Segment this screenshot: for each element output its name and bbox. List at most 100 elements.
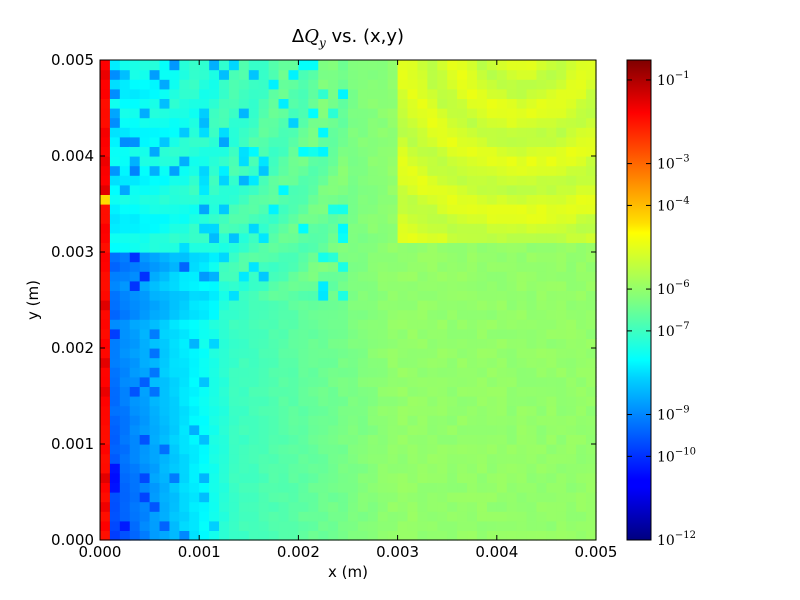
heatmap-cell bbox=[387, 204, 399, 215]
heatmap-cell bbox=[179, 98, 190, 109]
heatmap-cell bbox=[387, 501, 399, 512]
heatmap-cell bbox=[238, 367, 250, 378]
heatmap-cell bbox=[189, 511, 200, 522]
heatmap-cell bbox=[119, 280, 131, 291]
heatmap-cell bbox=[437, 175, 448, 186]
heatmap-cell bbox=[417, 424, 428, 435]
heatmap-cell bbox=[129, 386, 141, 397]
heatmap-cell bbox=[139, 444, 151, 455]
heatmap-cell bbox=[258, 309, 270, 320]
heatmap-cell bbox=[367, 98, 379, 109]
heatmap-cell bbox=[447, 511, 458, 522]
heatmap-cell bbox=[149, 453, 161, 464]
heatmap-cell bbox=[238, 156, 250, 167]
heatmap-cell bbox=[377, 300, 389, 311]
heatmap-cell bbox=[318, 232, 329, 243]
heatmap-cell bbox=[387, 271, 399, 282]
heatmap-cell bbox=[536, 223, 547, 234]
heatmap-cell bbox=[298, 482, 309, 493]
heatmap-cell bbox=[139, 348, 151, 359]
heatmap-cell bbox=[407, 367, 419, 378]
heatmap-cell bbox=[377, 223, 389, 234]
heatmap-cell bbox=[556, 136, 567, 147]
heatmap-cell bbox=[536, 194, 547, 205]
heatmap-cell bbox=[318, 530, 329, 541]
heatmap-cell bbox=[536, 492, 547, 503]
heatmap-cell bbox=[100, 328, 111, 339]
heatmap-cell bbox=[338, 472, 349, 483]
heatmap-cell bbox=[417, 300, 428, 311]
heatmap-cell bbox=[576, 386, 587, 397]
heatmap-cell bbox=[476, 232, 488, 243]
heatmap-cell bbox=[397, 367, 409, 378]
heatmap-cell bbox=[268, 472, 280, 483]
heatmap-cell bbox=[328, 319, 339, 330]
heatmap-cell bbox=[467, 232, 478, 243]
heatmap-cell bbox=[576, 184, 587, 195]
heatmap-cell bbox=[367, 69, 379, 80]
heatmap-cell bbox=[139, 223, 151, 234]
heatmap-cell bbox=[219, 396, 230, 407]
heatmap-cell bbox=[387, 434, 399, 445]
heatmap-cell bbox=[387, 165, 399, 176]
heatmap-cell bbox=[457, 204, 468, 215]
heatmap-cell bbox=[486, 194, 498, 205]
heatmap-cell bbox=[546, 444, 557, 455]
heatmap-cell bbox=[258, 242, 270, 253]
heatmap-cell bbox=[586, 146, 597, 157]
heatmap-cell bbox=[328, 136, 339, 147]
heatmap-cell bbox=[139, 232, 151, 243]
heatmap-cell bbox=[199, 319, 210, 330]
heatmap-cell bbox=[129, 444, 141, 455]
heatmap-cell bbox=[417, 415, 428, 426]
heatmap-cell bbox=[179, 492, 190, 503]
heatmap-cell bbox=[318, 280, 329, 291]
heatmap-cell bbox=[100, 261, 111, 272]
heatmap-cell bbox=[189, 328, 200, 339]
heatmap-cell bbox=[238, 309, 250, 320]
heatmap-cell bbox=[437, 156, 448, 167]
heatmap-cell bbox=[248, 367, 260, 378]
heatmap-cell bbox=[357, 396, 369, 407]
heatmap-cell bbox=[566, 405, 577, 416]
heatmap-cell bbox=[357, 386, 369, 397]
heatmap-cell bbox=[397, 223, 409, 234]
heatmap-cell bbox=[506, 213, 518, 224]
heatmap-cell bbox=[159, 156, 171, 167]
heatmap-cell bbox=[546, 69, 557, 80]
heatmap-cell bbox=[516, 444, 528, 455]
heatmap-cell bbox=[179, 156, 190, 167]
heatmap-cell bbox=[457, 194, 468, 205]
heatmap-cell bbox=[556, 223, 567, 234]
heatmap-cell bbox=[318, 463, 329, 474]
heatmap-cell bbox=[209, 376, 220, 387]
heatmap-cell bbox=[576, 232, 587, 243]
heatmap-cell bbox=[179, 396, 190, 407]
heatmap-cell bbox=[377, 98, 389, 109]
heatmap-cell bbox=[268, 271, 280, 282]
heatmap-cell bbox=[258, 396, 270, 407]
heatmap-cell bbox=[129, 511, 141, 522]
heatmap-cell bbox=[238, 60, 250, 71]
heatmap-cell bbox=[486, 396, 498, 407]
heatmap-cell bbox=[278, 453, 290, 464]
heatmap-cell bbox=[199, 60, 210, 71]
heatmap-cell bbox=[179, 424, 190, 435]
heatmap-cell bbox=[467, 280, 478, 291]
heatmap-cell bbox=[248, 463, 260, 474]
heatmap-cell bbox=[119, 424, 131, 435]
heatmap-cell bbox=[268, 415, 280, 426]
heatmap-cell bbox=[476, 69, 488, 80]
heatmap-cell bbox=[447, 396, 458, 407]
heatmap-cell bbox=[219, 60, 230, 71]
heatmap-cell bbox=[516, 328, 528, 339]
x-tick-label: 0.002 bbox=[277, 543, 320, 561]
heatmap-cell bbox=[377, 424, 389, 435]
heatmap-cell bbox=[278, 223, 290, 234]
heatmap-cell bbox=[576, 60, 587, 71]
heatmap-cell bbox=[467, 156, 478, 167]
heatmap-cell bbox=[496, 242, 508, 253]
heatmap-cell bbox=[476, 530, 488, 541]
heatmap-cell bbox=[447, 290, 458, 301]
